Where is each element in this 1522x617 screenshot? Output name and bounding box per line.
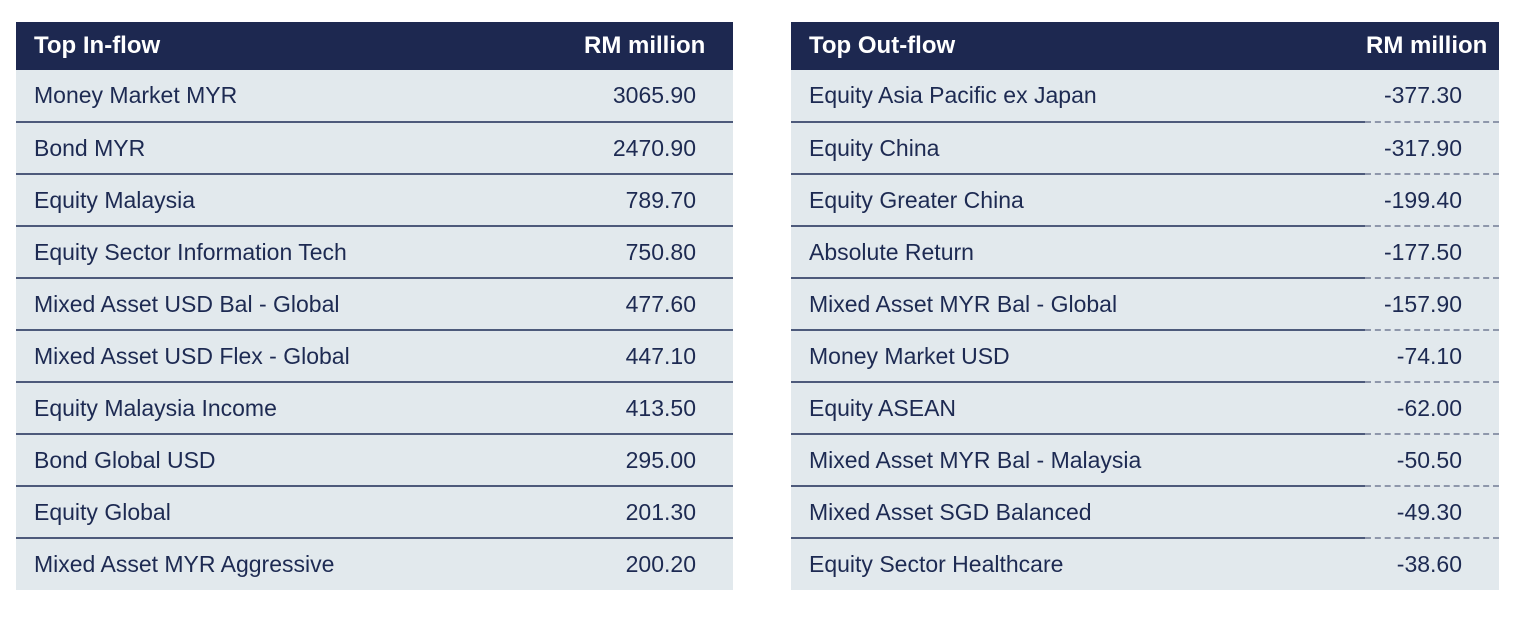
fund-name-cell: Absolute Return (791, 226, 1365, 279)
outflow-table-body: Equity Asia Pacific ex Japan -377.30 Equ… (791, 70, 1499, 590)
fund-value-cell: -49.30 (1365, 486, 1499, 539)
fund-value-cell: 477.60 (583, 278, 733, 331)
fund-value-cell: -199.40 (1365, 174, 1499, 227)
table-row: Mixed Asset USD Flex - Global 447.10 (16, 330, 733, 383)
fund-name-cell: Equity China (791, 122, 1365, 175)
table-row: Mixed Asset MYR Bal - Malaysia -50.50 (791, 434, 1499, 487)
table-row: Money Market MYR 3065.90 (16, 70, 733, 123)
inflow-table-title: Top In-flow (16, 22, 583, 70)
fund-value-cell: 789.70 (583, 174, 733, 227)
table-row: Money Market USD -74.10 (791, 330, 1499, 383)
fund-name-cell: Equity Malaysia (16, 174, 583, 227)
table-row: Equity ASEAN -62.00 (791, 382, 1499, 435)
fund-value-cell: 750.80 (583, 226, 733, 279)
fund-value-cell: -157.90 (1365, 278, 1499, 331)
table-row: Equity China -317.90 (791, 122, 1499, 175)
fund-value-cell: 447.10 (583, 330, 733, 383)
fund-name-cell: Mixed Asset MYR Aggressive (16, 538, 583, 590)
fund-name-cell: Equity Asia Pacific ex Japan (791, 70, 1365, 123)
table-row: Mixed Asset USD Bal - Global 477.60 (16, 278, 733, 331)
fund-name-cell: Mixed Asset SGD Balanced (791, 486, 1365, 539)
table-row: Equity Malaysia Income 413.50 (16, 382, 733, 435)
fund-name-cell: Equity Sector Information Tech (16, 226, 583, 279)
fund-name-cell: Mixed Asset USD Bal - Global (16, 278, 583, 331)
fund-name-cell: Equity ASEAN (791, 382, 1365, 435)
fund-value-cell: 3065.90 (583, 70, 733, 123)
fund-name-cell: Mixed Asset MYR Bal - Global (791, 278, 1365, 331)
table-row: Equity Sector Healthcare -38.60 (791, 538, 1499, 590)
fund-name-cell: Money Market USD (791, 330, 1365, 383)
fund-value-cell: -74.10 (1365, 330, 1499, 383)
fund-name-cell: Equity Sector Healthcare (791, 538, 1365, 590)
fund-value-cell: -177.50 (1365, 226, 1499, 279)
table-row: Absolute Return -177.50 (791, 226, 1499, 279)
inflow-table-body: Money Market MYR 3065.90 Bond MYR 2470.9… (16, 70, 733, 590)
outflow-header-row: Top Out-flow RM million (791, 22, 1499, 70)
fund-value-cell: 200.20 (583, 538, 733, 590)
table-row: Mixed Asset MYR Aggressive 200.20 (16, 538, 733, 590)
fund-name-cell: Mixed Asset USD Flex - Global (16, 330, 583, 383)
fund-name-cell: Mixed Asset MYR Bal - Malaysia (791, 434, 1365, 487)
outflow-table-title: Top Out-flow (791, 22, 1365, 70)
table-row: Mixed Asset MYR Bal - Global -157.90 (791, 278, 1499, 331)
inflow-table: Top In-flow RM million Money Market MYR … (16, 22, 733, 590)
fund-value-cell: 2470.90 (583, 122, 733, 175)
fund-value-cell: -62.00 (1365, 382, 1499, 435)
fund-name-cell: Equity Malaysia Income (16, 382, 583, 435)
table-row: Equity Greater China -199.40 (791, 174, 1499, 227)
fund-name-cell: Bond MYR (16, 122, 583, 175)
fund-value-cell: -377.30 (1365, 70, 1499, 123)
table-row: Equity Malaysia 789.70 (16, 174, 733, 227)
fund-value-cell: -38.60 (1365, 538, 1499, 590)
fund-value-cell: 201.30 (583, 486, 733, 539)
table-row: Equity Sector Information Tech 750.80 (16, 226, 733, 279)
table-row: Bond MYR 2470.90 (16, 122, 733, 175)
table-row: Equity Asia Pacific ex Japan -377.30 (791, 70, 1499, 123)
fund-value-cell: 413.50 (583, 382, 733, 435)
table-row: Equity Global 201.30 (16, 486, 733, 539)
fund-name-cell: Bond Global USD (16, 434, 583, 487)
outflow-value-column-header: RM million (1365, 22, 1499, 70)
fund-name-cell: Money Market MYR (16, 70, 583, 123)
fund-flow-tables: Top In-flow RM million Money Market MYR … (16, 22, 1499, 590)
fund-name-cell: Equity Global (16, 486, 583, 539)
table-row: Bond Global USD 295.00 (16, 434, 733, 487)
outflow-table: Top Out-flow RM million Equity Asia Paci… (791, 22, 1499, 590)
fund-value-cell: -317.90 (1365, 122, 1499, 175)
fund-value-cell: -50.50 (1365, 434, 1499, 487)
inflow-header-row: Top In-flow RM million (16, 22, 733, 70)
table-row: Mixed Asset SGD Balanced -49.30 (791, 486, 1499, 539)
inflow-value-column-header: RM million (583, 22, 733, 70)
fund-value-cell: 295.00 (583, 434, 733, 487)
fund-name-cell: Equity Greater China (791, 174, 1365, 227)
